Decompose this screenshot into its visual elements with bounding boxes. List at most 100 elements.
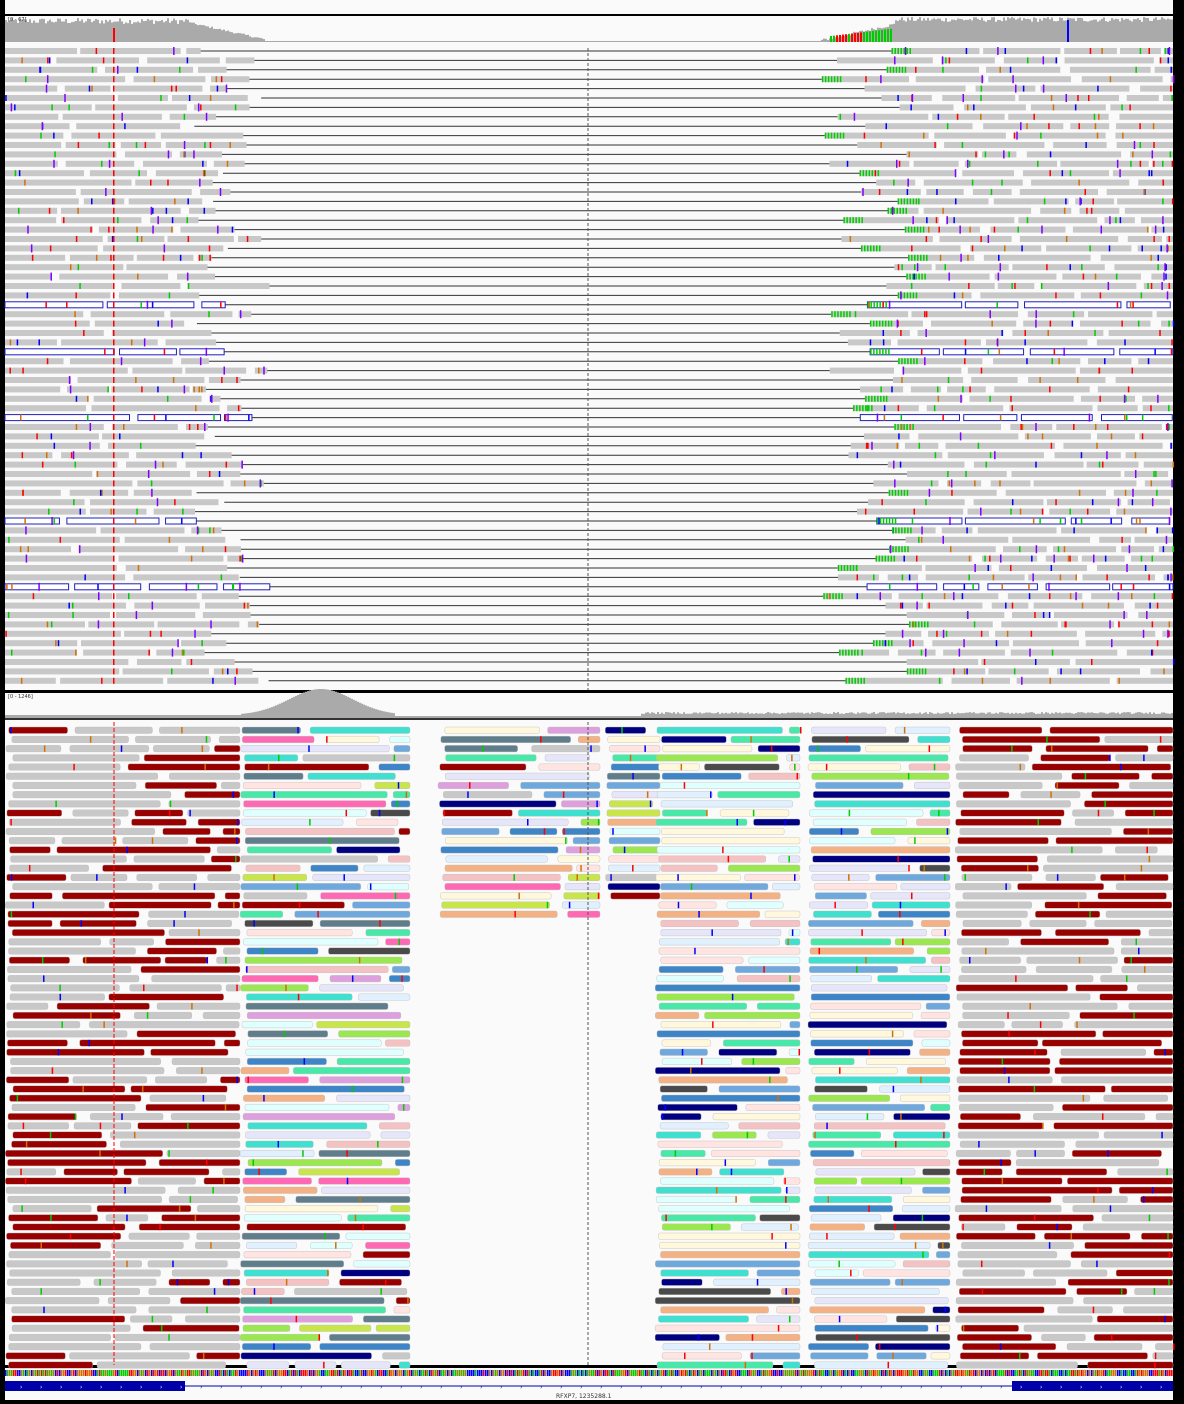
coverage-bar <box>1115 18 1117 42</box>
mismatch-mark <box>830 76 833 83</box>
aligned-read <box>789 1021 801 1029</box>
aligned-read <box>656 846 801 854</box>
coverage-bar <box>787 41 789 42</box>
mismatch-mark <box>1026 57 1029 64</box>
coverage-bar <box>307 41 309 42</box>
coverage-bar <box>491 41 493 42</box>
coverage-bar <box>993 17 995 42</box>
coverage-bar <box>629 41 631 42</box>
reference-base <box>29 1370 31 1376</box>
mismatch-mark <box>120 745 123 752</box>
reference-base <box>157 1370 159 1376</box>
reference-base <box>1065 1370 1067 1376</box>
mismatch-mark <box>849 217 851 224</box>
reference-base <box>983 1370 985 1376</box>
aligned-read <box>5 236 103 242</box>
aligned-read <box>61 217 142 224</box>
mismatch-mark <box>968 555 971 562</box>
aligned-read <box>150 1048 229 1056</box>
coverage-bar <box>631 41 633 42</box>
coverage-bar <box>549 716 551 718</box>
reference-base <box>309 1370 311 1376</box>
insertion-mark <box>186 272 189 281</box>
mismatch-mark <box>63 217 65 224</box>
mismatch-mark <box>187 1122 189 1130</box>
reference-base <box>739 1370 741 1376</box>
aligned-read <box>115 1251 241 1259</box>
mismatch-mark <box>873 348 875 355</box>
reference-base <box>1025 1370 1027 1376</box>
mismatch-mark <box>914 837 916 844</box>
reference-base <box>659 1370 661 1376</box>
mismatch-mark <box>840 565 843 571</box>
mismatch-mark <box>208 471 211 477</box>
mismatch-mark <box>1046 736 1048 743</box>
mismatch-mark <box>893 179 895 186</box>
aligned-read <box>93 1278 157 1286</box>
reference-base <box>355 1370 357 1376</box>
aligned-read <box>1100 254 1173 261</box>
aligned-read <box>8 938 101 946</box>
coverage-bar <box>1145 18 1147 42</box>
aligned-read <box>294 1287 408 1295</box>
coverage-bar <box>237 32 239 42</box>
reference-base <box>31 1370 33 1376</box>
aligned-read <box>1071 772 1140 780</box>
mismatch-mark <box>1047 330 1049 336</box>
coverage-bar <box>917 19 919 42</box>
mismatch-mark <box>901 66 904 73</box>
mismatch-mark <box>100 160 103 167</box>
coverage-bar <box>741 41 743 42</box>
coverage-bar <box>1095 19 1097 42</box>
mismatch-mark <box>237 405 240 412</box>
coverage-bar <box>641 713 643 718</box>
strand-arrow: › <box>840 1384 842 1391</box>
reference-base <box>537 1370 539 1376</box>
reference-base <box>419 1370 421 1376</box>
coverage-bar <box>1125 18 1127 42</box>
coverage-bar <box>753 713 755 718</box>
mismatch-mark <box>1129 301 1132 308</box>
aligned-read <box>850 442 900 449</box>
coverage-bar <box>813 713 815 718</box>
aligned-read <box>246 929 353 937</box>
coverage-bar <box>647 712 649 718</box>
reference-base <box>877 1370 879 1376</box>
mismatch-mark <box>880 142 882 148</box>
reference-base <box>75 1370 77 1376</box>
aligned-read <box>245 966 389 973</box>
coverage-bar <box>613 716 615 718</box>
mismatch-mark <box>967 254 969 261</box>
mismatch-mark <box>980 95 982 101</box>
coverage-bar <box>1031 21 1033 42</box>
coverage-bar <box>147 715 149 718</box>
aligned-read <box>1137 245 1173 252</box>
mismatch-mark <box>910 226 913 233</box>
aligned-read <box>7 1122 69 1130</box>
reference-base <box>927 1370 929 1376</box>
reference-base <box>891 1370 893 1376</box>
aligned-read <box>137 414 222 422</box>
mismatch-mark <box>1110 433 1113 440</box>
coverage-bar <box>105 19 107 42</box>
insertion-mark <box>909 639 911 648</box>
aligned-read <box>608 855 661 863</box>
insertion-mark <box>894 479 896 488</box>
variant-column-mark <box>113 395 115 402</box>
mismatch-mark <box>1027 865 1029 872</box>
mismatch-mark <box>1167 48 1169 54</box>
mismatch-mark <box>882 301 884 308</box>
aligned-read <box>1105 910 1174 918</box>
aligned-read <box>9 846 51 854</box>
mismatch-mark <box>915 668 918 675</box>
coverage-bar <box>785 41 787 42</box>
variant-column-mark <box>113 179 115 186</box>
variant-column-mark <box>113 668 115 675</box>
aligned-read <box>809 1232 895 1240</box>
reference-base <box>917 1370 919 1376</box>
reference-base <box>215 1370 217 1376</box>
reference-base <box>561 1370 563 1376</box>
mismatch-mark <box>894 1223 896 1231</box>
coverage-bar <box>905 713 907 718</box>
